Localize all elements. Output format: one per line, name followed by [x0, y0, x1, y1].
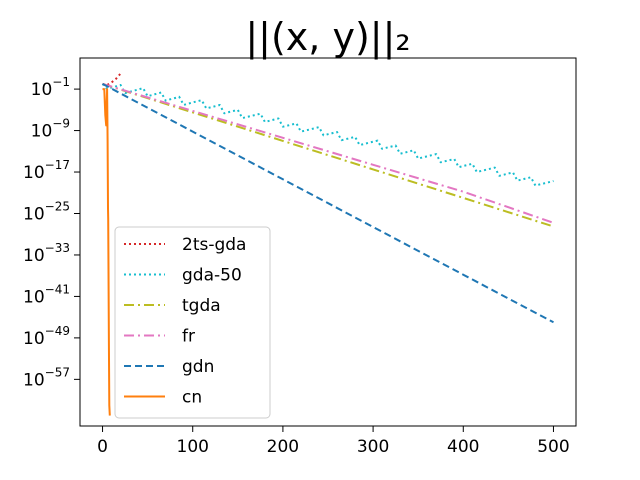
y-tick-label: 10−41 [23, 282, 70, 307]
x-tick-label: 300 [357, 437, 389, 457]
y-tick-label: 10−25 [23, 199, 70, 224]
y-tick-label: 10−9 [31, 117, 70, 142]
y-tick-label: 10−1 [31, 75, 70, 100]
legend-box [114, 226, 271, 419]
legend-label: gdn [182, 357, 214, 377]
chart-axes: 0 100 200 300 400 500 10−1 10−9 10−17 10−25 10−33 1… [23, 75, 570, 457]
series-line-fr [102, 82, 554, 224]
series-line-cn [102, 88, 111, 416]
chart-title: ||(x, y)||₂ [245, 15, 410, 60]
x-tick-label: 500 [537, 437, 569, 457]
legend-label: gda-50 [182, 266, 242, 286]
legend-label: fr [182, 327, 195, 347]
y-tick-label: 10−57 [23, 365, 70, 390]
x-tick-label: 100 [177, 437, 209, 457]
x-tick-label: 200 [267, 437, 299, 457]
chart-marks [101, 72, 554, 416]
series-line-2ts-gda [102, 72, 122, 86]
x-tick-label: 0 [97, 437, 108, 457]
legend-label: tgda [182, 296, 221, 316]
series-line-gdn [102, 83, 554, 324]
legend-label: 2ts-gda [182, 235, 246, 255]
series-line-gda-50 [101, 83, 554, 187]
plot-frame [79, 57, 577, 427]
legend-label: cn [182, 388, 202, 408]
y-tick-label: 10−49 [23, 324, 70, 349]
series-line-tgda [102, 82, 554, 228]
y-tick-label: 10−17 [23, 158, 70, 183]
legend: 2ts-gda gda-50 tgda fr gdn cn [114, 226, 271, 419]
y-tick-label: 10−33 [23, 241, 70, 266]
x-tick-label: 400 [447, 437, 479, 457]
